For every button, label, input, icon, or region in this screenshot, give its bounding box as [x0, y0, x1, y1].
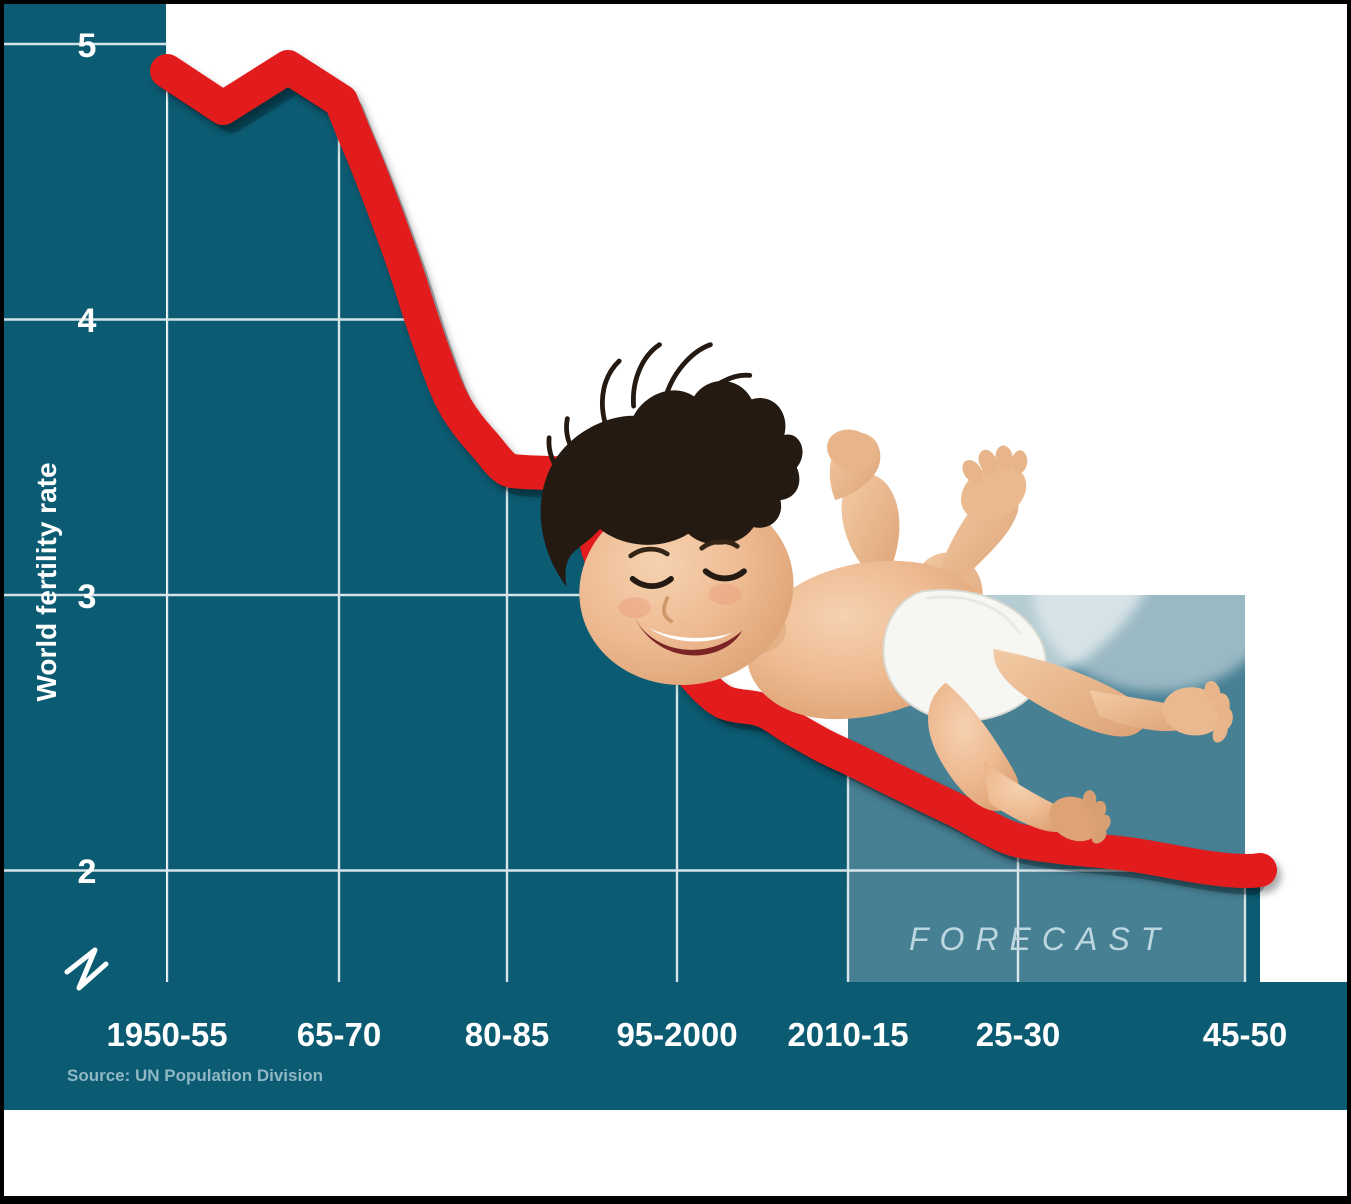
svg-text:25-30: 25-30 — [976, 1016, 1060, 1053]
svg-text:45-50: 45-50 — [1203, 1016, 1287, 1053]
svg-text:4: 4 — [78, 302, 97, 340]
svg-text:Source: UN Population Division: Source: UN Population Division — [67, 1066, 323, 1085]
svg-text:FORECAST: FORECAST — [909, 921, 1171, 957]
svg-text:65-70: 65-70 — [297, 1016, 381, 1053]
svg-text:1950-55: 1950-55 — [106, 1016, 227, 1053]
svg-text:2: 2 — [78, 853, 97, 891]
svg-text:World fertility rate: World fertility rate — [31, 462, 62, 701]
svg-text:2010-15: 2010-15 — [787, 1016, 908, 1053]
svg-text:5: 5 — [78, 27, 97, 65]
svg-text:3: 3 — [78, 578, 97, 616]
svg-text:80-85: 80-85 — [465, 1016, 549, 1053]
svg-text:95-2000: 95-2000 — [616, 1016, 737, 1053]
